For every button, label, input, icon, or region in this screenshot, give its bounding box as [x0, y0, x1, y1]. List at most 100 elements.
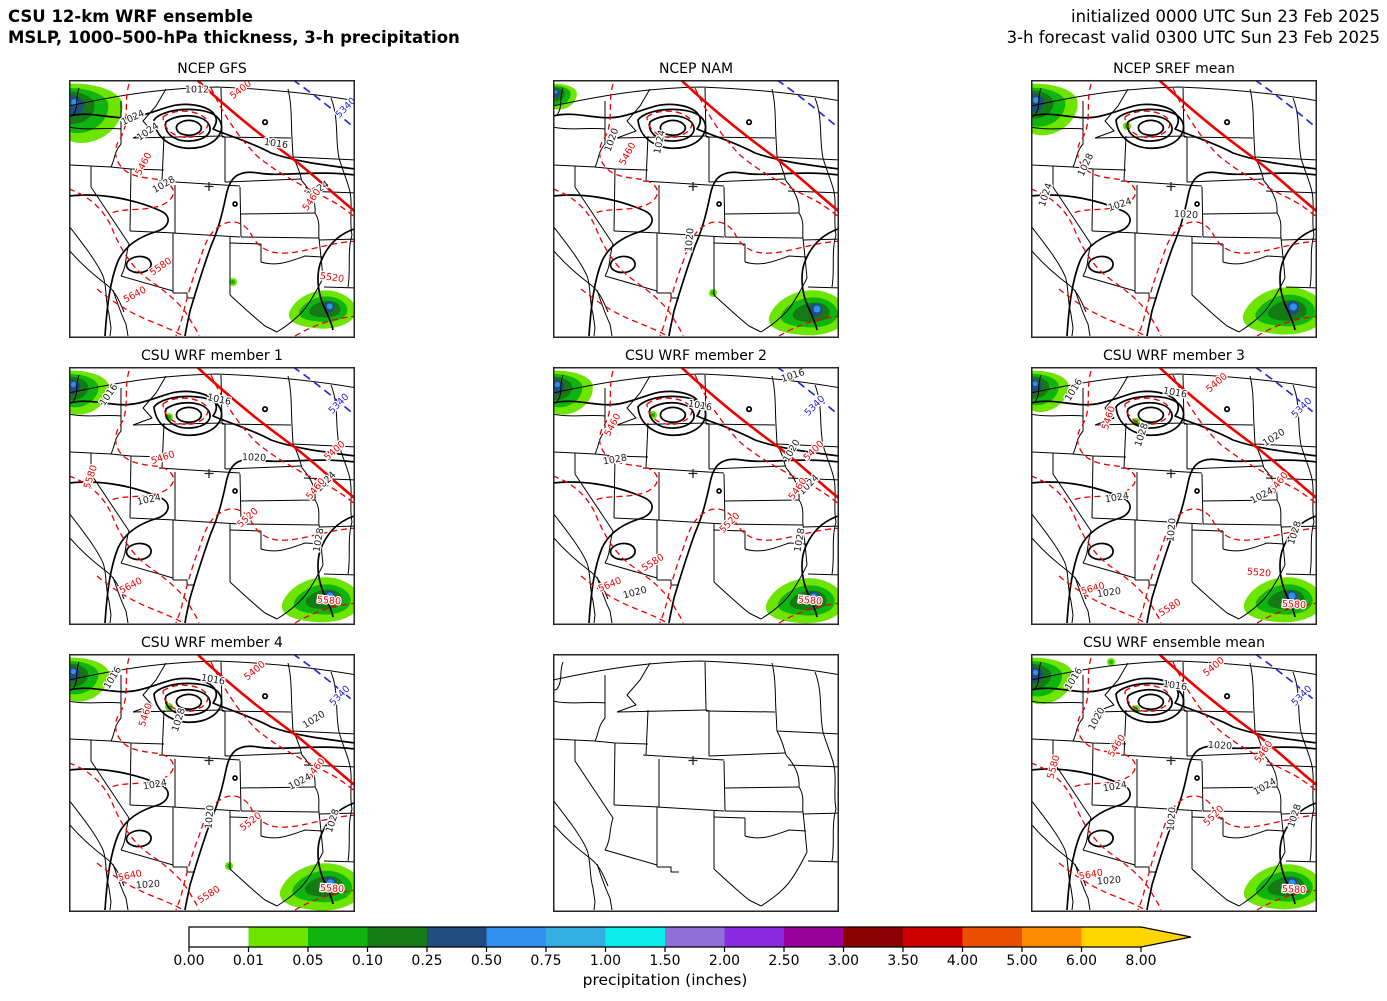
colorbar-tick-label: 4.00 [946, 953, 979, 969]
map-frame [69, 80, 355, 338]
colorbar-segment [308, 927, 368, 947]
map-frame [553, 80, 839, 338]
panel-csu-wrf-3: CSU WRF member 3 1016 1016 5400 5340 5460 1028… [1031, 348, 1317, 625]
contour-label: 1028 [1286, 520, 1304, 546]
contour-label: 5580 [797, 594, 822, 607]
panel-ncep-sref: NCEP SREF mean 1028 1024 1024 1020 [1031, 61, 1317, 338]
colorbar-segment [1081, 927, 1142, 947]
contour-label: 1020 [135, 878, 160, 891]
contour-label: 5340 [803, 394, 828, 419]
map-frame [553, 367, 839, 625]
figure-title: CSU 12-km WRF ensemble MSLP, 1000–500-hPa… [8, 6, 460, 48]
contour-label: 5460 [301, 187, 324, 213]
panel-title: CSU WRF member 4 [141, 635, 283, 651]
panel-csu-wrf-1: CSU WRF member 1 1016 1016 5340 5400 1020 5460… [69, 348, 355, 625]
panel-title: NCEP SREF mean [1113, 61, 1235, 77]
contour-label: 5520 [718, 511, 743, 536]
init-time-text: initialized 0000 UTC Sun 23 Feb 2025 [1070, 7, 1380, 26]
contour-label: 5340 [327, 392, 352, 417]
contour-label: 1016 [263, 137, 288, 151]
colorbar-tick-label: 0.25 [411, 953, 443, 969]
contour-label: 5580 [148, 256, 174, 279]
panel-title: CSU WRF member 1 [141, 348, 283, 364]
contour-label: 5580 [1157, 597, 1183, 619]
contour-label: 5520 [319, 271, 344, 285]
colorbar-segment [427, 927, 487, 947]
csu-location-marker [1166, 469, 1176, 478]
colorbar-segment [665, 927, 725, 947]
map-frame [1031, 367, 1317, 625]
colorbar-tick-label: 1.00 [589, 953, 622, 969]
contour-label: 5640 [122, 284, 149, 305]
colorbar-tick-label: 0.00 [173, 953, 205, 969]
csu-location-marker [204, 756, 214, 765]
colorbar-tick-label: 0.10 [351, 953, 384, 969]
contour-label: 1024 [1249, 485, 1276, 506]
contour-label: 1028 [1286, 803, 1304, 829]
contour-label: 1028 [324, 808, 342, 834]
colorbar-segment [784, 927, 844, 947]
contour-label: 1024 [1102, 779, 1128, 794]
contour-label: 1020 [683, 227, 696, 252]
contour-label: 1028 [311, 527, 326, 553]
contour-label: 1016 [1162, 679, 1187, 693]
colorbar-segment [486, 927, 547, 947]
contour-label: 1016 [687, 398, 713, 413]
contour-label: 1024 [1107, 196, 1133, 214]
colorbar-tick-label: 0.05 [292, 953, 324, 969]
colorbar-tick-label: 0.50 [470, 953, 503, 969]
contour-label: 5460 [150, 449, 176, 467]
contour-label: 5580 [320, 883, 345, 895]
csu-location-marker [1166, 182, 1176, 191]
colorbar-segment [605, 927, 666, 947]
valid-time-text: 3-h forecast valid 0300 UTC Sun 23 Feb 2… [1006, 28, 1380, 47]
contour-label: 5580 [1282, 884, 1307, 896]
contour-label: 1020 [301, 709, 327, 731]
contour-label: 5520 [1246, 566, 1271, 579]
contour-label: 1020 [1165, 806, 1178, 831]
panel-title: CSU WRF ensemble mean [1082, 635, 1265, 651]
contour-label: 5580 [640, 552, 666, 574]
colorbar-segment [367, 927, 428, 947]
weather-map-csu-wrf-5 [553, 654, 839, 912]
csu-location-marker [688, 182, 698, 191]
colorbar-segment [1022, 927, 1082, 947]
contour-label: 1024 [287, 771, 314, 792]
contour-label: 5640 [118, 575, 145, 596]
colorbar-tick-label: 3.00 [827, 953, 860, 969]
csu-location-marker [204, 182, 214, 191]
colorbar-segment [843, 927, 904, 947]
panel-title: CSU WRF member 3 [1103, 348, 1245, 364]
colorbar-tick-label: 2.00 [708, 953, 741, 969]
panel-title: NCEP GFS [177, 61, 247, 77]
contour-label: 1020 [1086, 706, 1107, 733]
contour-label: 5640 [597, 575, 624, 594]
colorbar-segment [189, 927, 249, 947]
panel-ncep-gfs: NCEP GFS 1012 5400 5340 1024 1024 1016 5460 1028… [69, 61, 355, 338]
panel-csu-wrf-4: CSU WRF member 4 1016 1016 5400 5340 5460 1028… [69, 635, 355, 912]
contour-label: 1020 [203, 804, 216, 829]
contour-label: 5460 [617, 141, 638, 168]
csu-location-marker [204, 469, 214, 478]
contour-label: 1020 [1096, 586, 1121, 600]
colorbar-segment [903, 927, 963, 947]
map-frame [69, 367, 355, 625]
contour-label: 1016 [200, 672, 226, 687]
colorbar-segment [724, 927, 785, 947]
contour-label: 5580 [1282, 599, 1307, 611]
contour-label: 1024 [652, 129, 668, 155]
csu-location-marker [1166, 756, 1176, 765]
contour-label: 5460 [1253, 739, 1276, 765]
panel-csu-wrf-mean: CSU WRF ensemble mean 1016 1016 5400 5340 102… [1031, 635, 1317, 912]
colorbar-tick-label: 3.50 [887, 953, 919, 969]
contour-label: 5460 [137, 702, 155, 728]
contour-label: 5460 [133, 151, 154, 178]
contour-label: 1020 [1208, 740, 1233, 752]
contour-label: 1020 [622, 585, 648, 602]
panel-title: CSU WRF member 2 [625, 348, 767, 364]
panel-csu-wrf-2: CSU WRF member 2 1016 1016 5340 5460 1028 1020… [553, 348, 839, 625]
